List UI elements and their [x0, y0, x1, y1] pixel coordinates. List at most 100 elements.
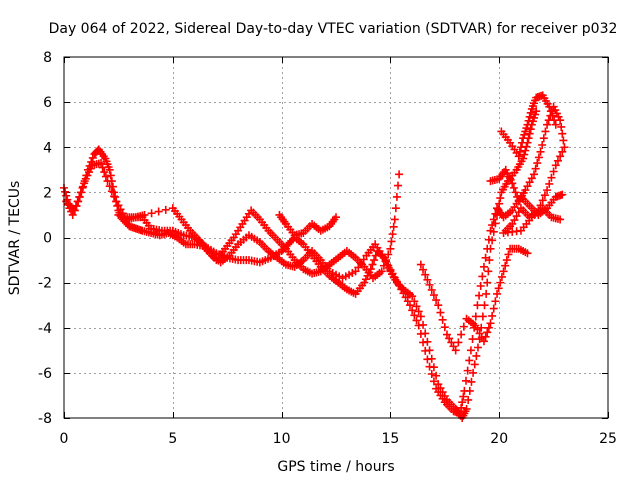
data-point [502, 256, 511, 265]
data-point [106, 171, 115, 180]
data-point [472, 351, 481, 360]
data-point [483, 328, 492, 337]
data-point [481, 253, 490, 262]
data-point [332, 213, 340, 222]
data-point [521, 146, 530, 155]
data-point [523, 249, 532, 258]
data-point [493, 289, 502, 298]
data-point [432, 371, 441, 380]
data-point [479, 262, 488, 271]
data-point [154, 207, 163, 216]
data-point [416, 260, 425, 269]
x-tick-label: 0 [60, 431, 69, 447]
data-point [534, 153, 543, 162]
data-point [389, 222, 398, 231]
data-point [541, 127, 550, 136]
data-point [412, 302, 421, 311]
data-point [408, 306, 417, 315]
data-point [494, 284, 503, 293]
data-point [379, 261, 388, 270]
plot-border [63, 56, 609, 419]
data-point [548, 111, 557, 120]
data-point [107, 187, 116, 196]
data-point [484, 267, 493, 276]
y-tick-label: 4 [43, 140, 52, 156]
data-point [499, 267, 508, 276]
data-point [432, 296, 441, 305]
data-point [412, 316, 421, 325]
data-point [386, 244, 395, 253]
data-point [518, 138, 527, 147]
data-markers [60, 91, 569, 422]
data-point [553, 156, 562, 165]
data-point [481, 332, 490, 341]
data-point [463, 366, 472, 375]
y-tick-label: -2 [38, 276, 52, 292]
data-point [405, 301, 414, 310]
data-point [423, 275, 432, 284]
x-tick-label: 5 [168, 431, 177, 447]
data-point [70, 206, 79, 215]
y-tick-label: -8 [38, 411, 52, 427]
data-point [526, 108, 535, 117]
data-point [484, 235, 493, 244]
data-point [538, 196, 547, 205]
data-point [491, 297, 500, 306]
data-point [61, 187, 70, 196]
data-point [488, 221, 497, 230]
data-point [438, 315, 447, 324]
data-point [423, 355, 432, 364]
data-point [429, 291, 438, 300]
data-point [473, 343, 482, 352]
data-point [105, 165, 114, 174]
data-point [543, 120, 552, 129]
data-point [88, 153, 97, 162]
data-point [549, 167, 558, 176]
data-point [96, 159, 105, 168]
data-point [526, 125, 535, 134]
data-point [476, 282, 485, 291]
data-point [429, 377, 438, 386]
data-point [470, 360, 479, 369]
data-point [545, 102, 554, 111]
data-point [110, 192, 119, 201]
data-point [390, 215, 399, 224]
data-point [440, 323, 449, 332]
data-point [539, 134, 548, 143]
data-point [427, 285, 436, 294]
data-point [531, 164, 540, 173]
data-point [489, 304, 498, 313]
data-point [459, 322, 468, 331]
data-point [462, 376, 471, 385]
data-point [460, 386, 469, 395]
data-point [543, 186, 552, 195]
data-point [414, 307, 423, 316]
data-point [456, 409, 465, 418]
data-point [550, 116, 559, 125]
y-tick-label: -6 [38, 366, 52, 382]
x-axis-label: GPS time / hours [277, 459, 394, 475]
data-point [382, 256, 391, 265]
data-point [538, 140, 547, 149]
data-point [475, 291, 484, 300]
data-point [394, 181, 403, 190]
y-tick-label: 0 [43, 231, 52, 247]
data-point [547, 173, 556, 182]
data-point [427, 370, 436, 379]
data-point [392, 192, 401, 201]
data-point [388, 230, 397, 239]
data-point [471, 312, 480, 321]
data-point [478, 312, 487, 321]
data-point [425, 280, 434, 289]
data-point [414, 321, 423, 330]
data-point [68, 210, 77, 219]
data-point [459, 392, 468, 401]
data-point [395, 170, 404, 179]
data-point [75, 192, 84, 201]
data-point [421, 270, 430, 279]
data-point [80, 179, 89, 188]
data-point [558, 129, 567, 138]
data-point [515, 147, 524, 156]
data-point [469, 368, 478, 377]
data-point [419, 338, 428, 347]
